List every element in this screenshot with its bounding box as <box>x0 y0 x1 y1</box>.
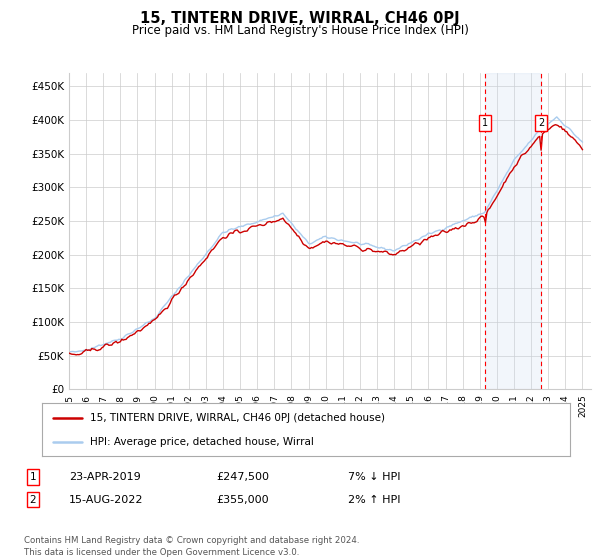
Text: 2: 2 <box>29 494 37 505</box>
Text: 1: 1 <box>482 118 488 128</box>
Text: 15-AUG-2022: 15-AUG-2022 <box>69 494 143 505</box>
Text: 2: 2 <box>538 118 544 128</box>
Text: 1: 1 <box>29 472 37 482</box>
Bar <box>485 73 541 389</box>
Text: £355,000: £355,000 <box>216 494 269 505</box>
Text: 15, TINTERN DRIVE, WIRRAL, CH46 0PJ (detached house): 15, TINTERN DRIVE, WIRRAL, CH46 0PJ (det… <box>89 413 385 423</box>
Text: £247,500: £247,500 <box>216 472 269 482</box>
Text: 15, TINTERN DRIVE, WIRRAL, CH46 0PJ: 15, TINTERN DRIVE, WIRRAL, CH46 0PJ <box>140 11 460 26</box>
Text: 7% ↓ HPI: 7% ↓ HPI <box>348 472 401 482</box>
Text: Contains HM Land Registry data © Crown copyright and database right 2024.
This d: Contains HM Land Registry data © Crown c… <box>24 536 359 557</box>
Text: Price paid vs. HM Land Registry's House Price Index (HPI): Price paid vs. HM Land Registry's House … <box>131 24 469 36</box>
Text: 23-APR-2019: 23-APR-2019 <box>69 472 141 482</box>
Text: HPI: Average price, detached house, Wirral: HPI: Average price, detached house, Wirr… <box>89 437 313 447</box>
Text: 2% ↑ HPI: 2% ↑ HPI <box>348 494 401 505</box>
